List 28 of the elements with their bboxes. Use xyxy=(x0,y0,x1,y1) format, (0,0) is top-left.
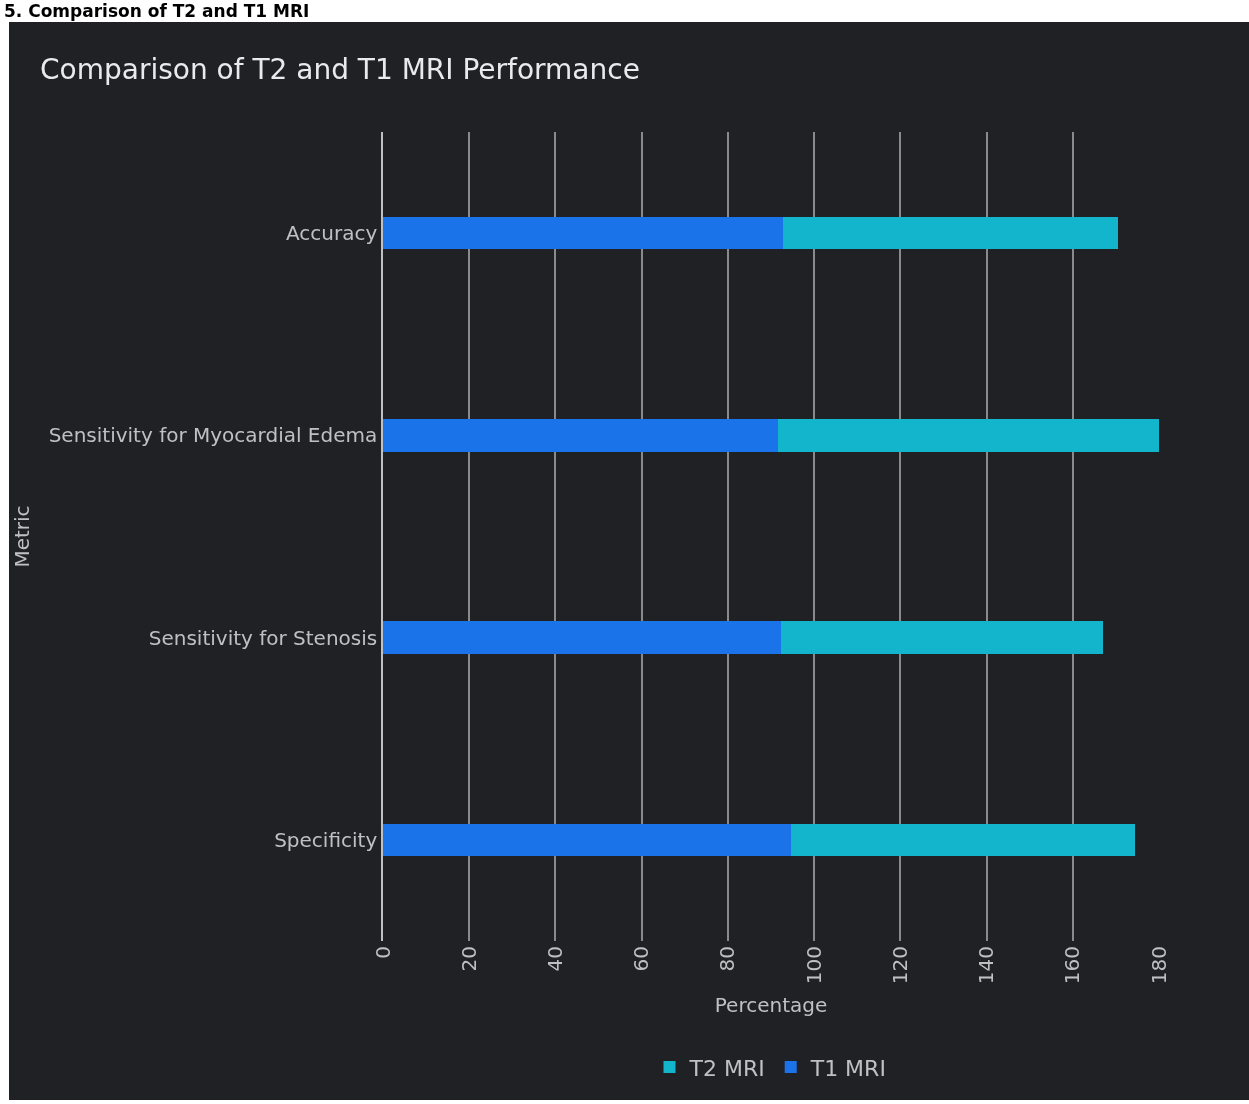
bar xyxy=(780,621,1103,654)
legend-label: T1 MRI xyxy=(809,1055,886,1081)
x-tick-label: 140 xyxy=(974,946,999,985)
x-tick-label: 120 xyxy=(887,946,912,985)
y-tick-label: Sensitivity for Myocardial Edema xyxy=(48,423,378,448)
bar xyxy=(383,823,791,857)
bar xyxy=(790,823,1136,857)
x-axis-title: Percentage xyxy=(714,992,828,1017)
y-axis-title: Metric xyxy=(9,505,34,568)
bar xyxy=(778,419,1159,452)
x-tick-label: 60 xyxy=(629,946,654,972)
x-tick-label: 40 xyxy=(542,946,567,972)
x-tick-label: 160 xyxy=(1060,946,1085,985)
x-tick-label: 100 xyxy=(801,946,826,985)
bar xyxy=(383,621,781,654)
y-tick-label: Sensitivity for Stenosis xyxy=(148,625,378,650)
x-tick-label: 180 xyxy=(1146,946,1171,985)
bar xyxy=(782,216,1119,250)
legend-label: T2 MRI xyxy=(688,1055,765,1081)
x-tick-label: 20 xyxy=(456,946,481,972)
text: 5. Comparison of T2 and T1 MRI xyxy=(3,0,311,22)
bar xyxy=(383,216,783,250)
y-tick-label: Specificity xyxy=(274,827,378,852)
x-tick-label: 80 xyxy=(715,946,740,972)
chart-title: Comparison of T2 and T1 MRI Performance xyxy=(40,53,640,87)
bar xyxy=(383,419,779,452)
x-tick-label: 0 xyxy=(370,946,395,959)
y-tick-label: Accuracy xyxy=(285,221,378,246)
